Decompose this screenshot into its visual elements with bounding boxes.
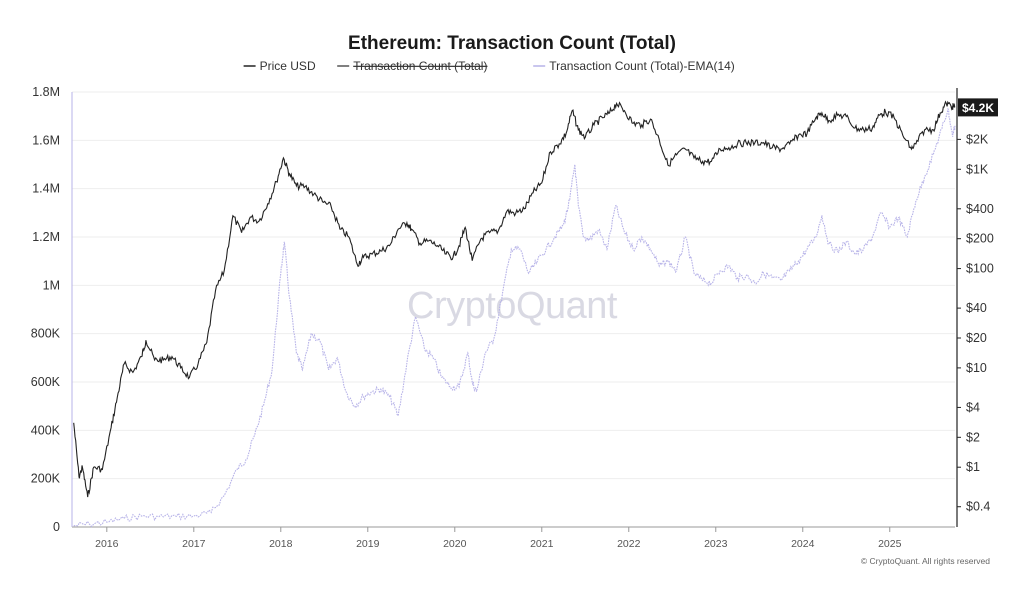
x-tick-label: 2023 (704, 538, 728, 550)
legend-item[interactable]: Transaction Count (Total)-EMA(14) (533, 59, 735, 73)
y-right-tick-label: $1K (966, 162, 989, 176)
series-layer (73, 100, 956, 528)
x-tick-label: 2018 (269, 538, 293, 550)
y-right-tick-label: $400 (966, 202, 994, 216)
legend-item[interactable]: Price USD (243, 59, 316, 73)
x-tick-label: 2017 (182, 538, 206, 550)
y-left-tick-label: 800K (31, 327, 61, 341)
grid (71, 91, 955, 528)
y-left-tick-label: 200K (31, 472, 61, 486)
y-right-tick-label: $40 (966, 301, 987, 315)
watermark: CryptoQuant (407, 285, 618, 327)
y-left-tick-label: 1.4M (32, 182, 60, 196)
legend: Price USD Transaction Count (Total) Transa… (243, 59, 735, 73)
y-left-tick-label: 1.6M (32, 133, 60, 147)
price-badge-label: $4.2K (962, 101, 994, 115)
y-right-tick-label: $2K (966, 132, 989, 146)
legend-item[interactable]: Transaction Count (Total) (337, 59, 487, 73)
x-axis: 2016 2017 2018 2019 2020 2021 2022 2023 2024 2025 (95, 527, 902, 550)
legend-label: Transaction Count (Total) (353, 59, 487, 73)
legend-label: Transaction Count (Total)-EMA(14) (549, 59, 735, 73)
price-usd-line (73, 100, 956, 498)
x-tick-label: 2021 (530, 538, 554, 550)
y-right-tick-label: $1 (966, 460, 980, 474)
x-tick-label: 2025 (878, 538, 902, 550)
y-left-tick-label: 0 (53, 520, 60, 534)
y-left-tick-label: 400K (31, 423, 61, 437)
y-right-tick-label: $10 (966, 361, 987, 375)
current-price-badge: $4.2K (958, 98, 998, 117)
y-left-tick-label: 600K (31, 375, 61, 389)
y-right-tick-label: $200 (966, 232, 994, 246)
x-tick-label: 2024 (791, 538, 815, 550)
price-badge-bg (958, 98, 998, 117)
x-tick-label: 2016 (95, 538, 119, 550)
x-tick-label: 2022 (617, 538, 641, 550)
legend-label: Price USD (260, 59, 316, 73)
y-right-tick-label: $4 (966, 400, 980, 414)
y-right-tick-label: $0.4 (966, 500, 990, 514)
y-right-tick-label: $100 (966, 262, 994, 276)
copyright-text: © CryptoQuant. All rights reserved (861, 556, 990, 566)
chart-title: Ethereum: Transaction Count (Total) (348, 33, 676, 54)
y-left-tick-label: 1.8M (32, 85, 60, 99)
x-tick-label: 2020 (443, 538, 467, 550)
y-right-tick-label: $2 (966, 430, 980, 444)
x-tick-label: 2019 (356, 538, 380, 550)
left-axis: 0 200K 400K 600K 800K 1M 1.2M 1.4M 1.6M 1.8M (31, 85, 61, 534)
y-left-tick-label: 1.2M (32, 230, 60, 244)
y-right-tick-label: $20 (966, 331, 987, 345)
y-left-tick-label: 1M (43, 278, 60, 292)
right-axis: $0.4 $1 $2 $4 $10 $20 $40 $100 $200 $400 $1K $2K (956, 88, 994, 527)
